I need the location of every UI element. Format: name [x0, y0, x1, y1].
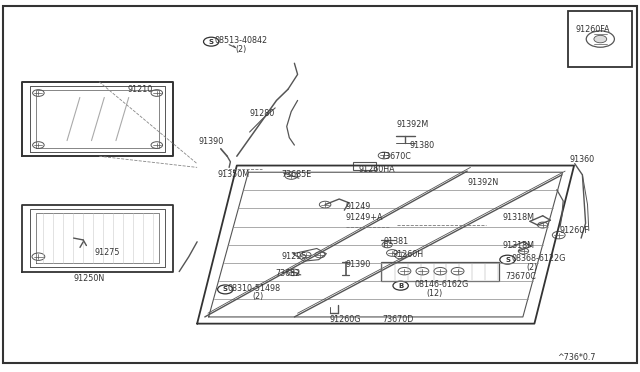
Bar	[568, 11, 632, 67]
Text: 73670C: 73670C	[381, 152, 412, 161]
Text: S: S	[505, 257, 510, 263]
Text: S: S	[223, 286, 228, 292]
Circle shape	[594, 35, 607, 43]
Circle shape	[204, 37, 219, 46]
Text: 91381: 91381	[384, 237, 409, 246]
Text: 91360: 91360	[570, 155, 595, 164]
Circle shape	[387, 250, 398, 256]
Circle shape	[518, 248, 529, 254]
Text: 91249+A: 91249+A	[346, 213, 383, 222]
Text: (2): (2)	[253, 292, 264, 301]
Circle shape	[398, 267, 411, 275]
Text: 08513-40842: 08513-40842	[214, 36, 268, 45]
Circle shape	[552, 231, 565, 239]
Text: (2): (2)	[526, 263, 538, 272]
Circle shape	[395, 252, 406, 259]
Text: 91250N: 91250N	[74, 274, 105, 283]
Text: 91392N: 91392N	[467, 178, 499, 187]
Circle shape	[33, 142, 44, 148]
Circle shape	[33, 90, 44, 96]
Text: 91275: 91275	[95, 248, 120, 257]
Text: S: S	[209, 39, 214, 45]
Text: 08310-51498: 08310-51498	[227, 284, 280, 293]
Text: 91318M: 91318M	[502, 241, 534, 250]
Circle shape	[218, 285, 233, 294]
Bar	[381, 262, 499, 281]
Circle shape	[315, 252, 325, 258]
Circle shape	[500, 255, 515, 264]
Text: 91390: 91390	[198, 137, 223, 146]
Circle shape	[538, 222, 548, 228]
Circle shape	[285, 172, 298, 179]
Bar	[353, 162, 376, 170]
Circle shape	[151, 142, 163, 148]
Text: 91210: 91210	[128, 85, 153, 94]
Text: 91390: 91390	[346, 260, 371, 269]
Text: 91392M: 91392M	[397, 120, 429, 129]
Text: 73670C: 73670C	[506, 272, 536, 280]
Text: 91380: 91380	[410, 141, 435, 150]
Circle shape	[287, 269, 299, 276]
Text: 91260G: 91260G	[330, 315, 361, 324]
Circle shape	[378, 152, 390, 159]
Circle shape	[151, 90, 163, 96]
Text: 91350M: 91350M	[218, 170, 250, 179]
Text: 91260HA: 91260HA	[358, 165, 395, 174]
Text: 91260H: 91260H	[392, 250, 424, 259]
Text: 73682: 73682	[275, 269, 300, 278]
Circle shape	[416, 267, 429, 275]
Text: (12): (12)	[426, 289, 442, 298]
Circle shape	[319, 201, 331, 208]
Circle shape	[382, 242, 392, 248]
Text: 73685E: 73685E	[282, 170, 312, 179]
Text: 91280: 91280	[250, 109, 275, 118]
Text: 91318M: 91318M	[502, 213, 534, 222]
Text: 08368-6122G: 08368-6122G	[512, 254, 566, 263]
Circle shape	[451, 267, 464, 275]
Circle shape	[434, 267, 447, 275]
Text: (2): (2)	[236, 45, 247, 54]
Circle shape	[586, 31, 614, 47]
Text: 91260F: 91260F	[560, 226, 589, 235]
Text: ^736*0.7: ^736*0.7	[557, 353, 595, 362]
Text: 91260FA: 91260FA	[576, 25, 611, 34]
Text: B: B	[398, 283, 403, 289]
Circle shape	[393, 281, 408, 290]
Text: 08146-6162G: 08146-6162G	[415, 280, 469, 289]
Circle shape	[301, 252, 311, 258]
Text: 73670D: 73670D	[383, 315, 414, 324]
Text: 91249: 91249	[346, 202, 371, 211]
Circle shape	[32, 253, 45, 260]
Text: 91295: 91295	[282, 252, 307, 261]
